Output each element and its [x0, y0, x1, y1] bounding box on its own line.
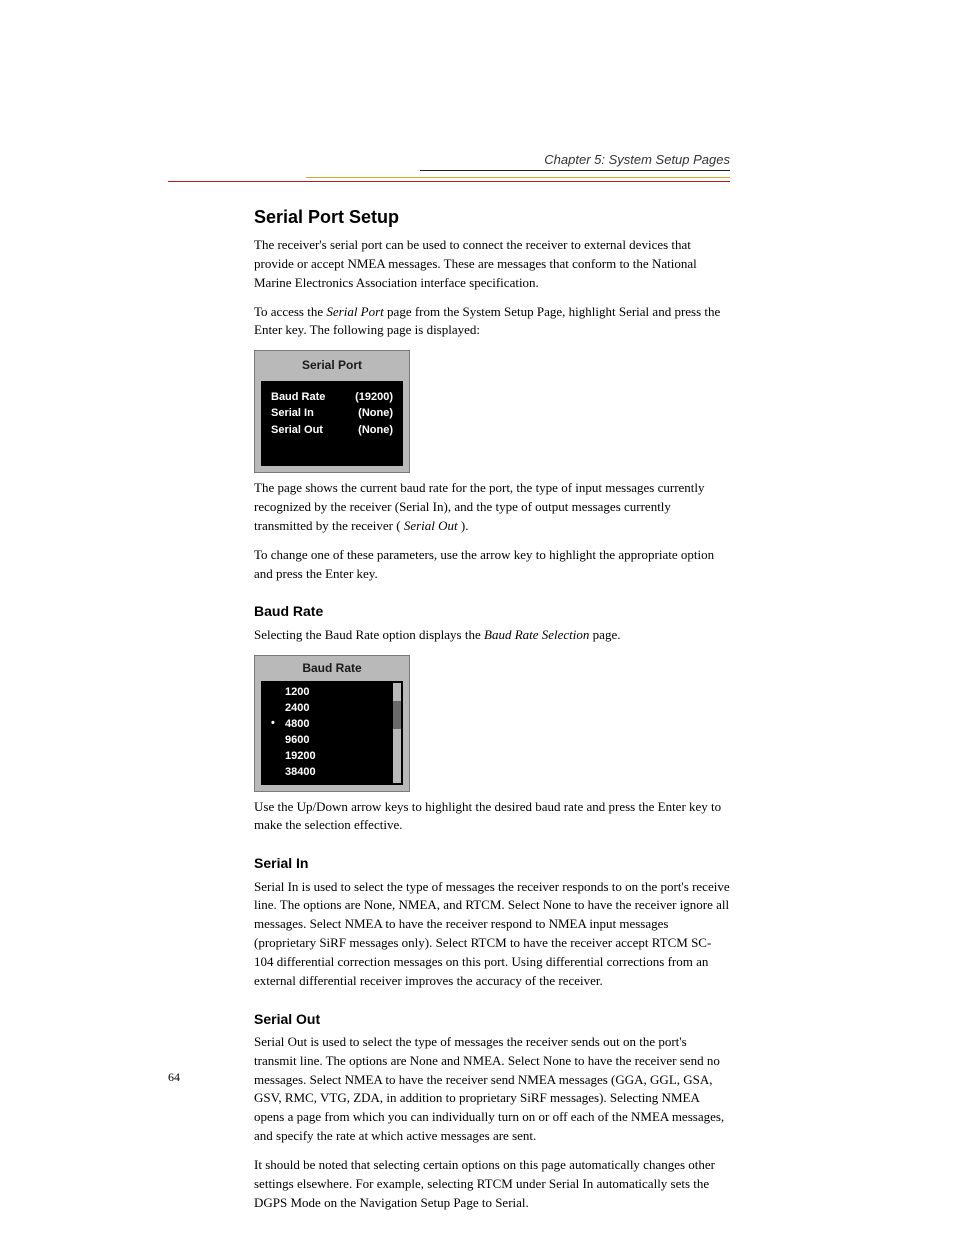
rule-gold	[306, 177, 730, 178]
panel-baud-rate-title: Baud Rate	[255, 656, 409, 681]
baud-option-1200[interactable]: 1200	[267, 685, 397, 701]
baud-option-38400[interactable]: 38400	[267, 765, 397, 781]
mid-para-1-em: Serial Out	[404, 518, 458, 533]
intro-para-2-pre: To access the	[254, 304, 326, 319]
baud-scrollbar[interactable]	[393, 683, 401, 783]
baud-para-em: Baud Rate Selection	[484, 627, 589, 642]
panel-serial-port: Serial Port Baud Rate (19200) Serial In …	[254, 350, 410, 473]
baud-option-9600[interactable]: 9600	[267, 733, 397, 749]
serial-row-in-label: Serial In	[271, 405, 314, 422]
mid-para-2: To change one of these parameters, use t…	[254, 546, 730, 584]
note-para: It should be noted that selecting certai…	[254, 1156, 730, 1213]
baud-option-19200[interactable]: 19200	[267, 749, 397, 765]
intro-para-1: The receiver's serial port can be used t…	[254, 236, 730, 293]
figure-serial-port: Serial Port Baud Rate (19200) Serial In …	[254, 350, 410, 473]
baud-para: Selecting the Baud Rate option displays …	[254, 626, 730, 645]
page-header: Chapter 5: System Setup Pages	[420, 152, 730, 167]
serial-out-para: Serial Out is used to select the type of…	[254, 1033, 730, 1146]
mid-para-1-post: ).	[461, 518, 469, 533]
baud-option-4800[interactable]: 4800	[267, 717, 397, 733]
h1-serial-port-setup: Serial Port Setup	[254, 204, 730, 230]
serial-row-baud[interactable]: Baud Rate (19200)	[271, 389, 393, 406]
mid-para-1-pre: The page shows the current baud rate for…	[254, 480, 705, 533]
serial-row-baud-label: Baud Rate	[271, 389, 325, 406]
baud-option-2400[interactable]: 2400	[267, 701, 397, 717]
serial-row-in-value: (None)	[358, 405, 393, 422]
baud-para-after: Use the Up/Down arrow keys to highlight …	[254, 798, 730, 836]
mid-para-1: The page shows the current baud rate for…	[254, 479, 730, 536]
rule-dark	[420, 170, 730, 171]
rule-red	[168, 181, 730, 182]
serial-in-para: Serial In is used to select the type of …	[254, 878, 730, 991]
intro-para-2: To access the Serial Port page from the …	[254, 303, 730, 341]
body-column: Serial Port Setup The receiver's serial …	[254, 204, 730, 1223]
panel-baud-rate-screen: 1200 2400 4800 9600 19200 38400	[261, 681, 403, 785]
h2-baud-rate: Baud Rate	[254, 601, 730, 621]
panel-serial-port-title: Serial Port	[255, 351, 409, 380]
panel-baud-rate: Baud Rate 1200 2400 4800 9600 19200 3840…	[254, 655, 410, 792]
h2-serial-in: Serial In	[254, 853, 730, 873]
serial-row-in[interactable]: Serial In (None)	[271, 405, 393, 422]
intro-para-2-em: Serial Port	[326, 304, 383, 319]
serial-row-out[interactable]: Serial Out (None)	[271, 422, 393, 439]
page: Chapter 5: System Setup Pages Serial Por…	[0, 0, 954, 1235]
figure-baud-rate: Baud Rate 1200 2400 4800 9600 19200 3840…	[254, 655, 410, 792]
serial-row-out-value: (None)	[358, 422, 393, 439]
serial-row-baud-value: (19200)	[355, 389, 393, 406]
page-number: 64	[168, 1070, 180, 1085]
baud-scrollbar-thumb[interactable]	[393, 701, 401, 729]
h2-serial-out: Serial Out	[254, 1009, 730, 1029]
panel-serial-port-screen: Baud Rate (19200) Serial In (None) Seria…	[261, 381, 403, 467]
baud-para-pre: Selecting the Baud Rate option displays …	[254, 627, 484, 642]
serial-row-out-label: Serial Out	[271, 422, 323, 439]
baud-para-post: page.	[593, 627, 621, 642]
